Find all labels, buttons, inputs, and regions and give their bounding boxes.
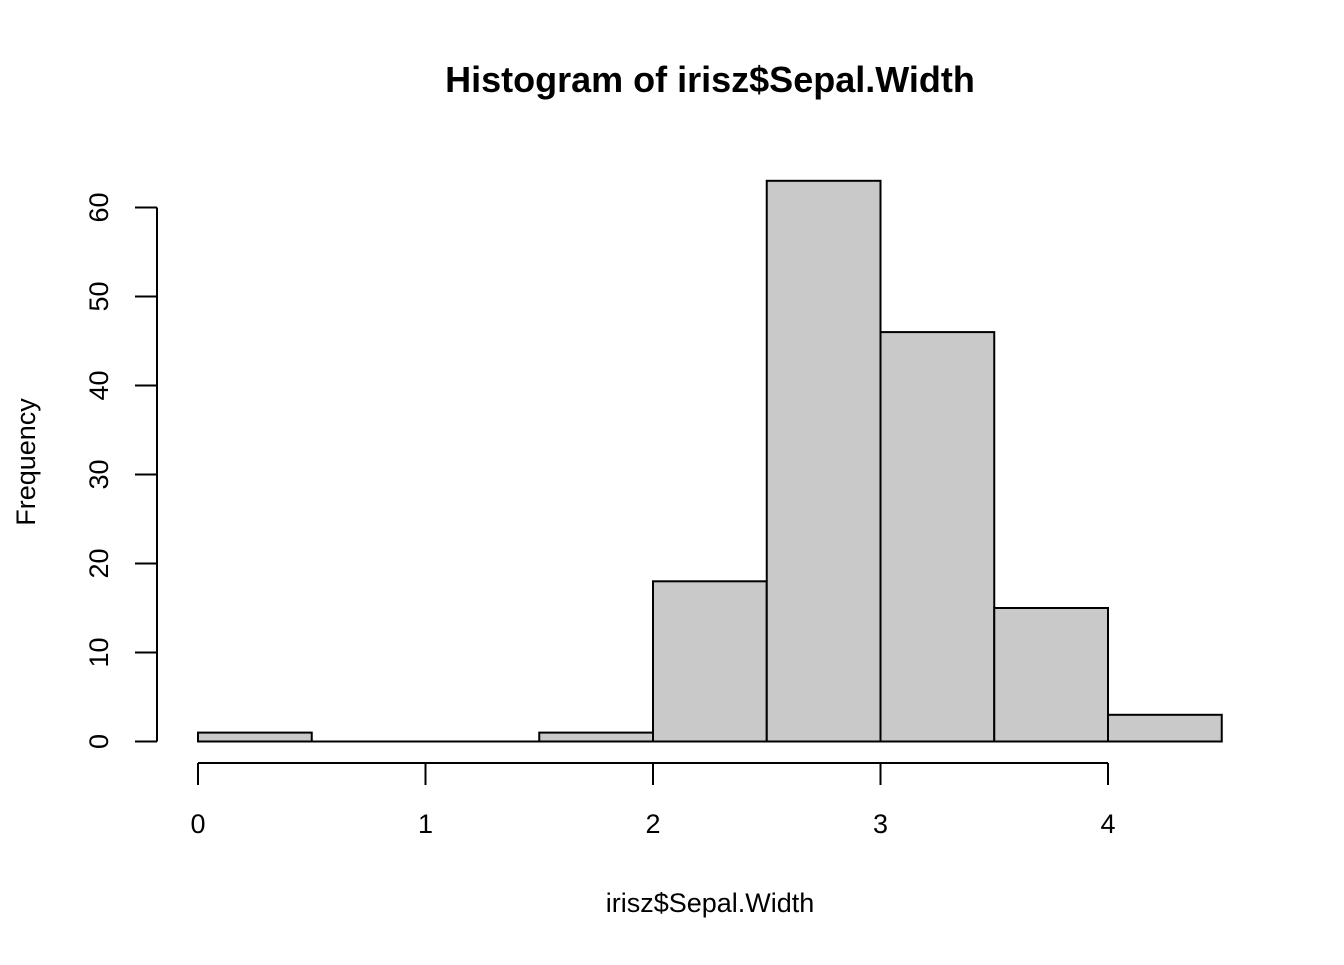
y-axis-label: Frequency — [11, 398, 41, 526]
chart-title: Histogram of irisz$Sepal.Width — [445, 59, 975, 100]
histogram-bar-0 — [197, 731, 313, 743]
y-axis: 0 10 20 30 40 50 60 — [84, 192, 158, 749]
x-tick-label-4: 4 — [1100, 809, 1115, 839]
y-tick-label-0: 0 — [84, 734, 114, 749]
histogram-bar-8 — [1107, 713, 1223, 743]
bars-layer — [197, 179, 1223, 743]
histogram-bar-6 — [879, 331, 996, 743]
histogram-bar-3 — [538, 731, 654, 743]
x-tick-label-3: 3 — [873, 809, 888, 839]
x-axis-label: irisz$Sepal.Width — [606, 888, 815, 918]
y-tick-label-4: 40 — [84, 370, 114, 400]
x-axis: 0 1 2 3 4 — [190, 762, 1116, 839]
x-tick-label-2: 2 — [645, 809, 660, 839]
y-tick-label-2: 20 — [84, 548, 114, 578]
histogram-bar-5 — [765, 179, 882, 743]
y-tick-label-6: 60 — [84, 192, 114, 222]
x-tick-label-1: 1 — [418, 809, 433, 839]
histogram-bar-7 — [993, 607, 1109, 743]
y-tick-label-3: 30 — [84, 459, 114, 489]
y-tick-label-1: 10 — [84, 637, 114, 667]
x-tick-label-0: 0 — [190, 809, 205, 839]
y-tick-label-5: 50 — [84, 281, 114, 311]
histogram-bar-4 — [652, 580, 768, 743]
